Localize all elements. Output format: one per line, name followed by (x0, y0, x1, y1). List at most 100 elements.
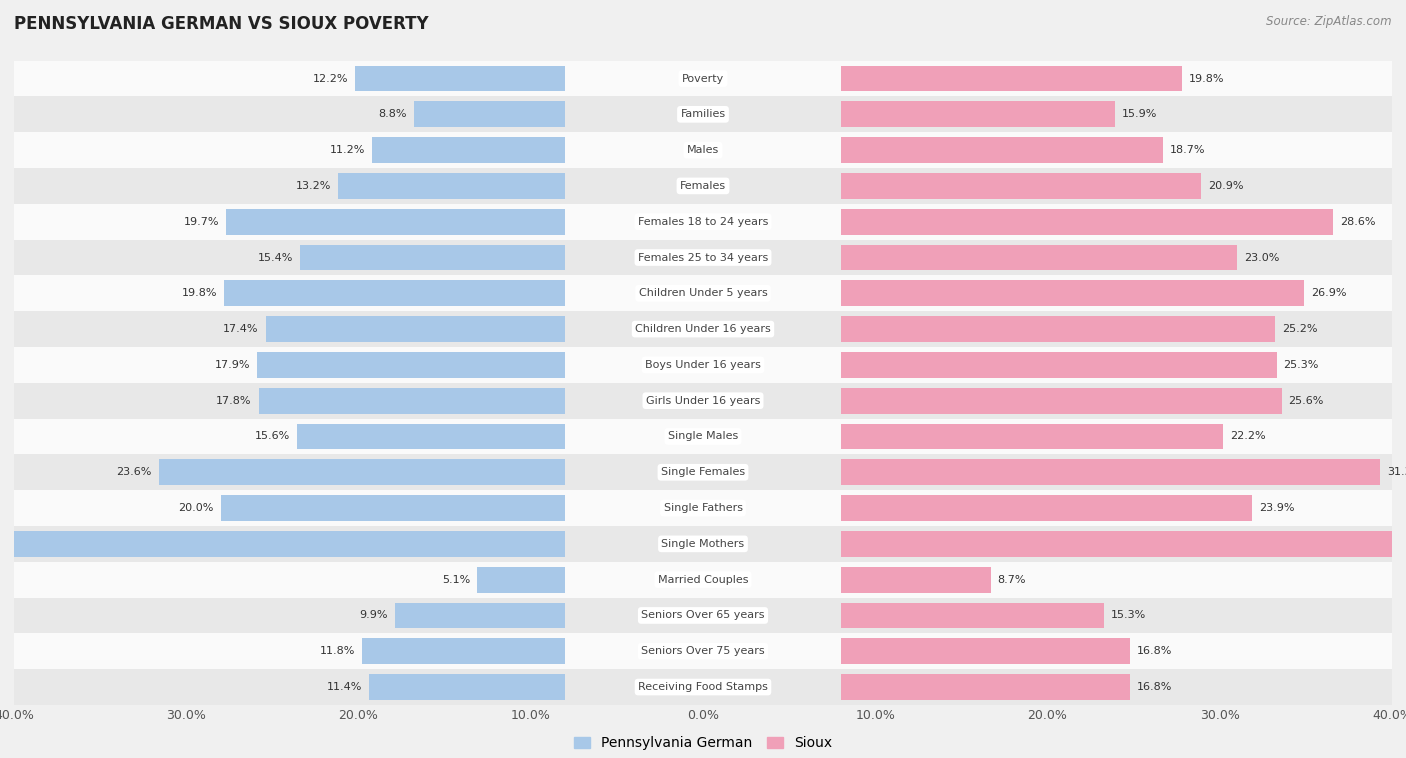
Bar (14, 490, 1392, 526)
Text: 11.4%: 11.4% (326, 682, 361, 692)
Text: Families: Families (681, 109, 725, 119)
Bar (14, 383, 1392, 418)
Text: 19.8%: 19.8% (1188, 74, 1225, 83)
Text: 11.2%: 11.2% (330, 145, 366, 155)
Bar (841, 280, 1305, 306)
Bar (224, 280, 565, 306)
Bar (14, 240, 1392, 275)
Text: 9.9%: 9.9% (360, 610, 388, 621)
Text: Children Under 5 years: Children Under 5 years (638, 288, 768, 299)
Bar (841, 567, 991, 593)
Bar (395, 603, 565, 628)
Text: 25.3%: 25.3% (1284, 360, 1319, 370)
Text: 25.6%: 25.6% (1289, 396, 1324, 406)
Text: Children Under 16 years: Children Under 16 years (636, 324, 770, 334)
Text: 17.9%: 17.9% (215, 360, 250, 370)
Bar (14, 562, 1392, 597)
Bar (14, 347, 1392, 383)
Text: 28.6%: 28.6% (1340, 217, 1375, 227)
Text: 17.4%: 17.4% (224, 324, 259, 334)
Text: 8.7%: 8.7% (997, 575, 1026, 584)
Bar (841, 102, 1115, 127)
Text: Boys Under 16 years: Boys Under 16 years (645, 360, 761, 370)
Bar (14, 275, 1392, 312)
Text: 13.2%: 13.2% (295, 181, 330, 191)
Text: 25.2%: 25.2% (1282, 324, 1317, 334)
Text: Receiving Food Stamps: Receiving Food Stamps (638, 682, 768, 692)
Bar (841, 66, 1182, 92)
Text: 16.8%: 16.8% (1137, 647, 1173, 656)
Bar (14, 168, 1392, 204)
Text: 8.8%: 8.8% (378, 109, 406, 119)
Text: Single Fathers: Single Fathers (664, 503, 742, 513)
Bar (337, 173, 565, 199)
Text: 15.3%: 15.3% (1111, 610, 1146, 621)
Text: 19.7%: 19.7% (184, 217, 219, 227)
Bar (841, 245, 1237, 271)
Bar (159, 459, 565, 485)
Bar (14, 312, 1392, 347)
Bar (14, 454, 1392, 490)
Bar (299, 245, 565, 271)
Text: Seniors Over 75 years: Seniors Over 75 years (641, 647, 765, 656)
Text: 17.8%: 17.8% (217, 396, 252, 406)
Bar (841, 638, 1130, 664)
Text: 31.3%: 31.3% (1386, 467, 1406, 478)
Bar (373, 137, 565, 163)
Bar (841, 352, 1277, 377)
Bar (14, 526, 1392, 562)
Bar (841, 173, 1201, 199)
Text: 15.6%: 15.6% (254, 431, 290, 441)
Text: 23.9%: 23.9% (1260, 503, 1295, 513)
Text: 20.9%: 20.9% (1208, 181, 1243, 191)
Bar (841, 674, 1130, 700)
Text: Females 18 to 24 years: Females 18 to 24 years (638, 217, 768, 227)
Text: 12.2%: 12.2% (312, 74, 349, 83)
Text: Single Females: Single Females (661, 467, 745, 478)
Text: Married Couples: Married Couples (658, 575, 748, 584)
Bar (14, 634, 1392, 669)
Bar (841, 316, 1275, 342)
Bar (841, 495, 1253, 521)
Text: PENNSYLVANIA GERMAN VS SIOUX POVERTY: PENNSYLVANIA GERMAN VS SIOUX POVERTY (14, 15, 429, 33)
Text: Males: Males (688, 145, 718, 155)
Text: 20.0%: 20.0% (179, 503, 214, 513)
Text: 18.7%: 18.7% (1170, 145, 1205, 155)
Text: 11.8%: 11.8% (319, 647, 356, 656)
Text: Single Mothers: Single Mothers (661, 539, 745, 549)
Bar (0, 531, 565, 557)
Text: 23.6%: 23.6% (117, 467, 152, 478)
Legend: Pennsylvania German, Sioux: Pennsylvania German, Sioux (568, 731, 838, 756)
Bar (14, 132, 1392, 168)
Text: Seniors Over 65 years: Seniors Over 65 years (641, 610, 765, 621)
Bar (14, 669, 1392, 705)
Text: 22.2%: 22.2% (1230, 431, 1265, 441)
Bar (478, 567, 565, 593)
Bar (368, 674, 565, 700)
Bar (361, 638, 565, 664)
Bar (841, 137, 1163, 163)
Bar (297, 424, 565, 449)
Text: Source: ZipAtlas.com: Source: ZipAtlas.com (1267, 15, 1392, 28)
Bar (259, 388, 565, 414)
Bar (14, 61, 1392, 96)
Bar (841, 459, 1379, 485)
Bar (226, 208, 565, 234)
Text: 16.8%: 16.8% (1137, 682, 1173, 692)
Text: Girls Under 16 years: Girls Under 16 years (645, 396, 761, 406)
Text: Females 25 to 34 years: Females 25 to 34 years (638, 252, 768, 262)
Bar (266, 316, 565, 342)
Bar (413, 102, 565, 127)
Text: 26.9%: 26.9% (1310, 288, 1347, 299)
Text: 5.1%: 5.1% (443, 575, 471, 584)
Bar (14, 418, 1392, 454)
Bar (221, 495, 565, 521)
Bar (14, 204, 1392, 240)
Bar (841, 208, 1333, 234)
Bar (841, 388, 1282, 414)
Text: Single Males: Single Males (668, 431, 738, 441)
Bar (14, 597, 1392, 634)
Text: 19.8%: 19.8% (181, 288, 218, 299)
Text: 23.0%: 23.0% (1244, 252, 1279, 262)
Text: 15.4%: 15.4% (257, 252, 292, 262)
